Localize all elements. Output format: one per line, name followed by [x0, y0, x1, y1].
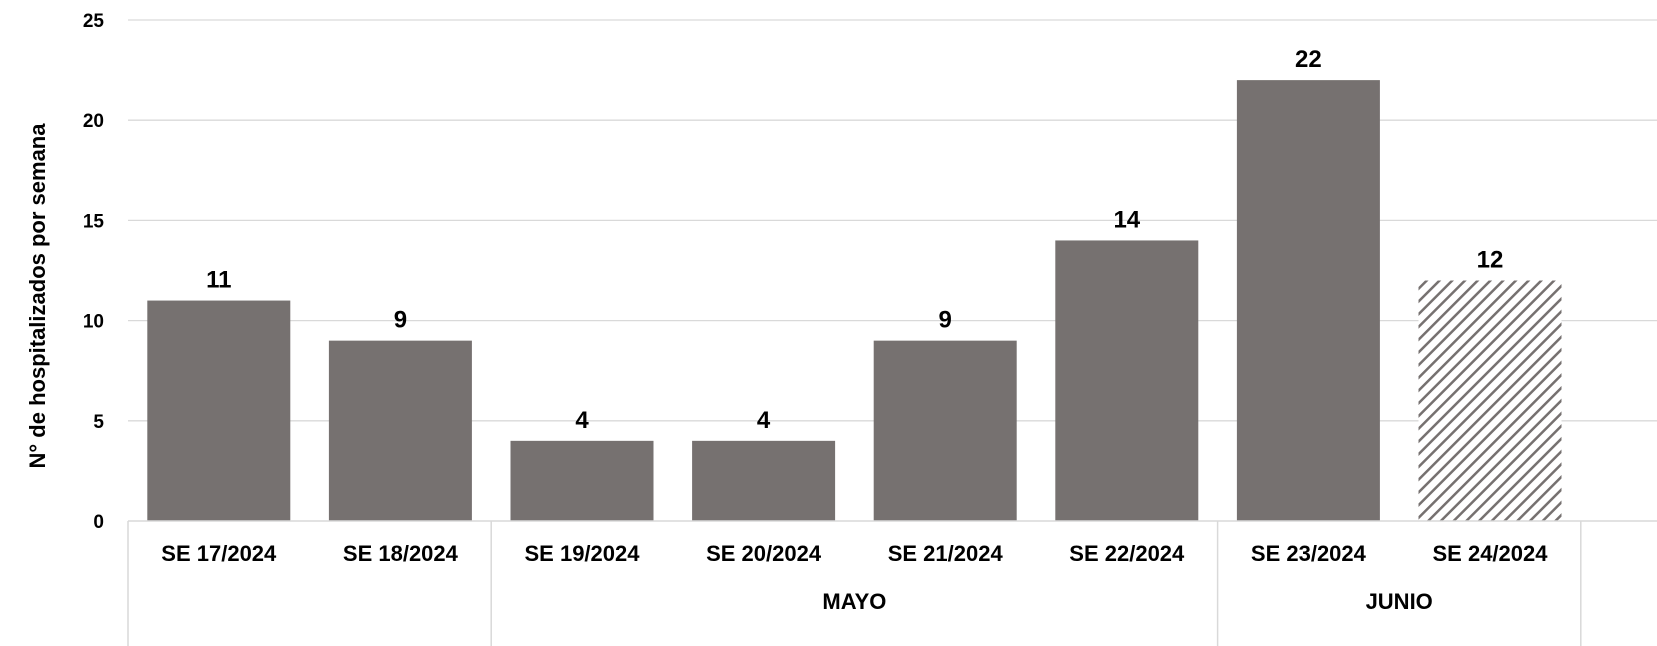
bar [873, 340, 1017, 521]
x-tick-label: SE 19/2024 [525, 541, 641, 566]
x-tick-label: SE 18/2024 [343, 541, 459, 566]
bar [510, 440, 654, 521]
x-axis: SE 17/2024 SE 18/2024 SE 19/2024 SE 20/2024… [127, 520, 1657, 646]
data-label: 14 [1113, 206, 1140, 233]
x-tick-label: SE 22/2024 [1069, 541, 1185, 566]
bar [1418, 280, 1562, 521]
data-label: 22 [1295, 46, 1322, 73]
data-labels: 11 9 4 4 9 14 22 12 [206, 46, 1503, 434]
data-label: 11 [206, 267, 231, 294]
gridlines [128, 19, 1657, 422]
y-tick-label: 20 [83, 111, 104, 132]
bar [1055, 240, 1199, 521]
y-tick-label: 0 [93, 512, 104, 533]
data-label: 9 [939, 307, 952, 334]
data-label: 12 [1477, 247, 1504, 274]
data-label: 4 [575, 407, 589, 434]
x-tick-label: SE 23/2024 [1251, 541, 1367, 566]
data-label: 4 [757, 407, 771, 434]
y-tick-label: 10 [83, 312, 104, 333]
group-label: JUNIO [1366, 589, 1433, 614]
x-tick-label: SE 21/2024 [888, 541, 1004, 566]
x-tick-label: SE 20/2024 [706, 541, 822, 566]
y-tick-label: 15 [83, 211, 105, 232]
data-label: 9 [394, 307, 407, 334]
bar [328, 340, 472, 521]
bar [147, 300, 291, 521]
y-tick-label: 5 [93, 412, 104, 433]
y-axis-ticks: 0 5 10 15 20 25 [83, 11, 105, 533]
group-label: MAYO [822, 589, 886, 614]
bar [1236, 80, 1380, 522]
y-axis-label: N° de hospitalizados por semana [25, 123, 50, 469]
bars [147, 80, 1562, 522]
x-tick-label: SE 24/2024 [1433, 541, 1549, 566]
x-tick-label: SE 17/2024 [161, 541, 277, 566]
y-tick-label: 25 [83, 11, 105, 32]
bar [692, 440, 836, 521]
